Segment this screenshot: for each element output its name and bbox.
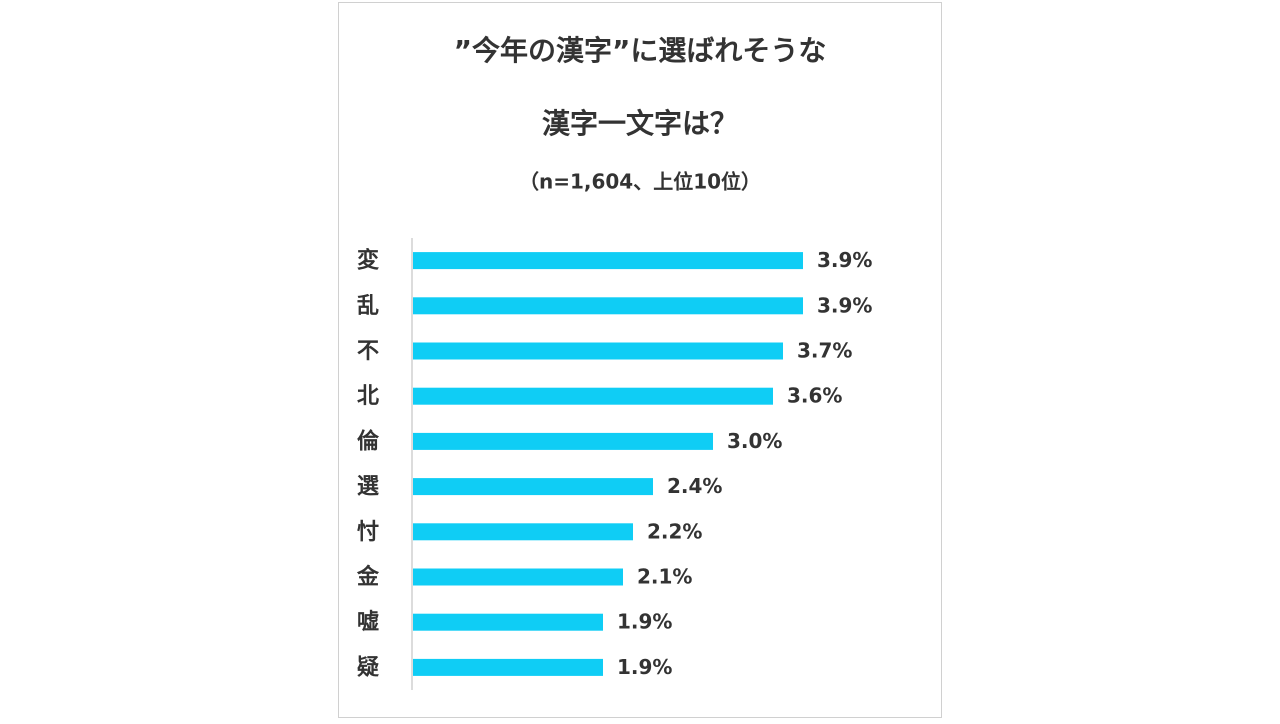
value-label: 3.9%: [817, 248, 872, 272]
value-label: 2.4%: [667, 474, 722, 498]
bar: [413, 478, 653, 496]
bar: [413, 568, 623, 586]
bar: [413, 523, 633, 541]
category-label: 乱: [357, 294, 379, 319]
value-label: 3.7%: [797, 339, 852, 363]
category-label: 変: [357, 248, 379, 274]
value-label: 1.9%: [617, 655, 672, 679]
category-label: 倫: [357, 428, 380, 454]
value-label: 1.9%: [617, 610, 672, 634]
value-label: 2.2%: [647, 519, 702, 543]
category-label: 疑: [357, 655, 379, 680]
category-label: 金: [356, 564, 380, 590]
bar: [413, 342, 783, 360]
chart-subtitle: （n=1,604、上位10位）: [519, 170, 761, 194]
category-label: 不: [357, 339, 379, 364]
category-label: 北: [357, 384, 379, 409]
value-label: 3.9%: [817, 293, 872, 317]
value-label: 3.0%: [727, 429, 782, 453]
bar: [413, 613, 603, 631]
category-label: 嘘: [357, 610, 379, 635]
value-label: 3.6%: [787, 384, 842, 408]
chart-title: 漢字一文字は？: [542, 107, 738, 140]
chart-title: ”今年の漢字”に選ばれそうな: [454, 34, 827, 67]
chart-frame: [338, 2, 942, 718]
bar: [413, 658, 603, 676]
bar: [413, 252, 803, 270]
category-label: 忖: [357, 520, 379, 545]
category-label: 選: [357, 475, 379, 500]
bar: [413, 432, 713, 450]
bar: [413, 387, 773, 405]
bar: [413, 297, 803, 315]
value-label: 2.1%: [637, 565, 692, 589]
